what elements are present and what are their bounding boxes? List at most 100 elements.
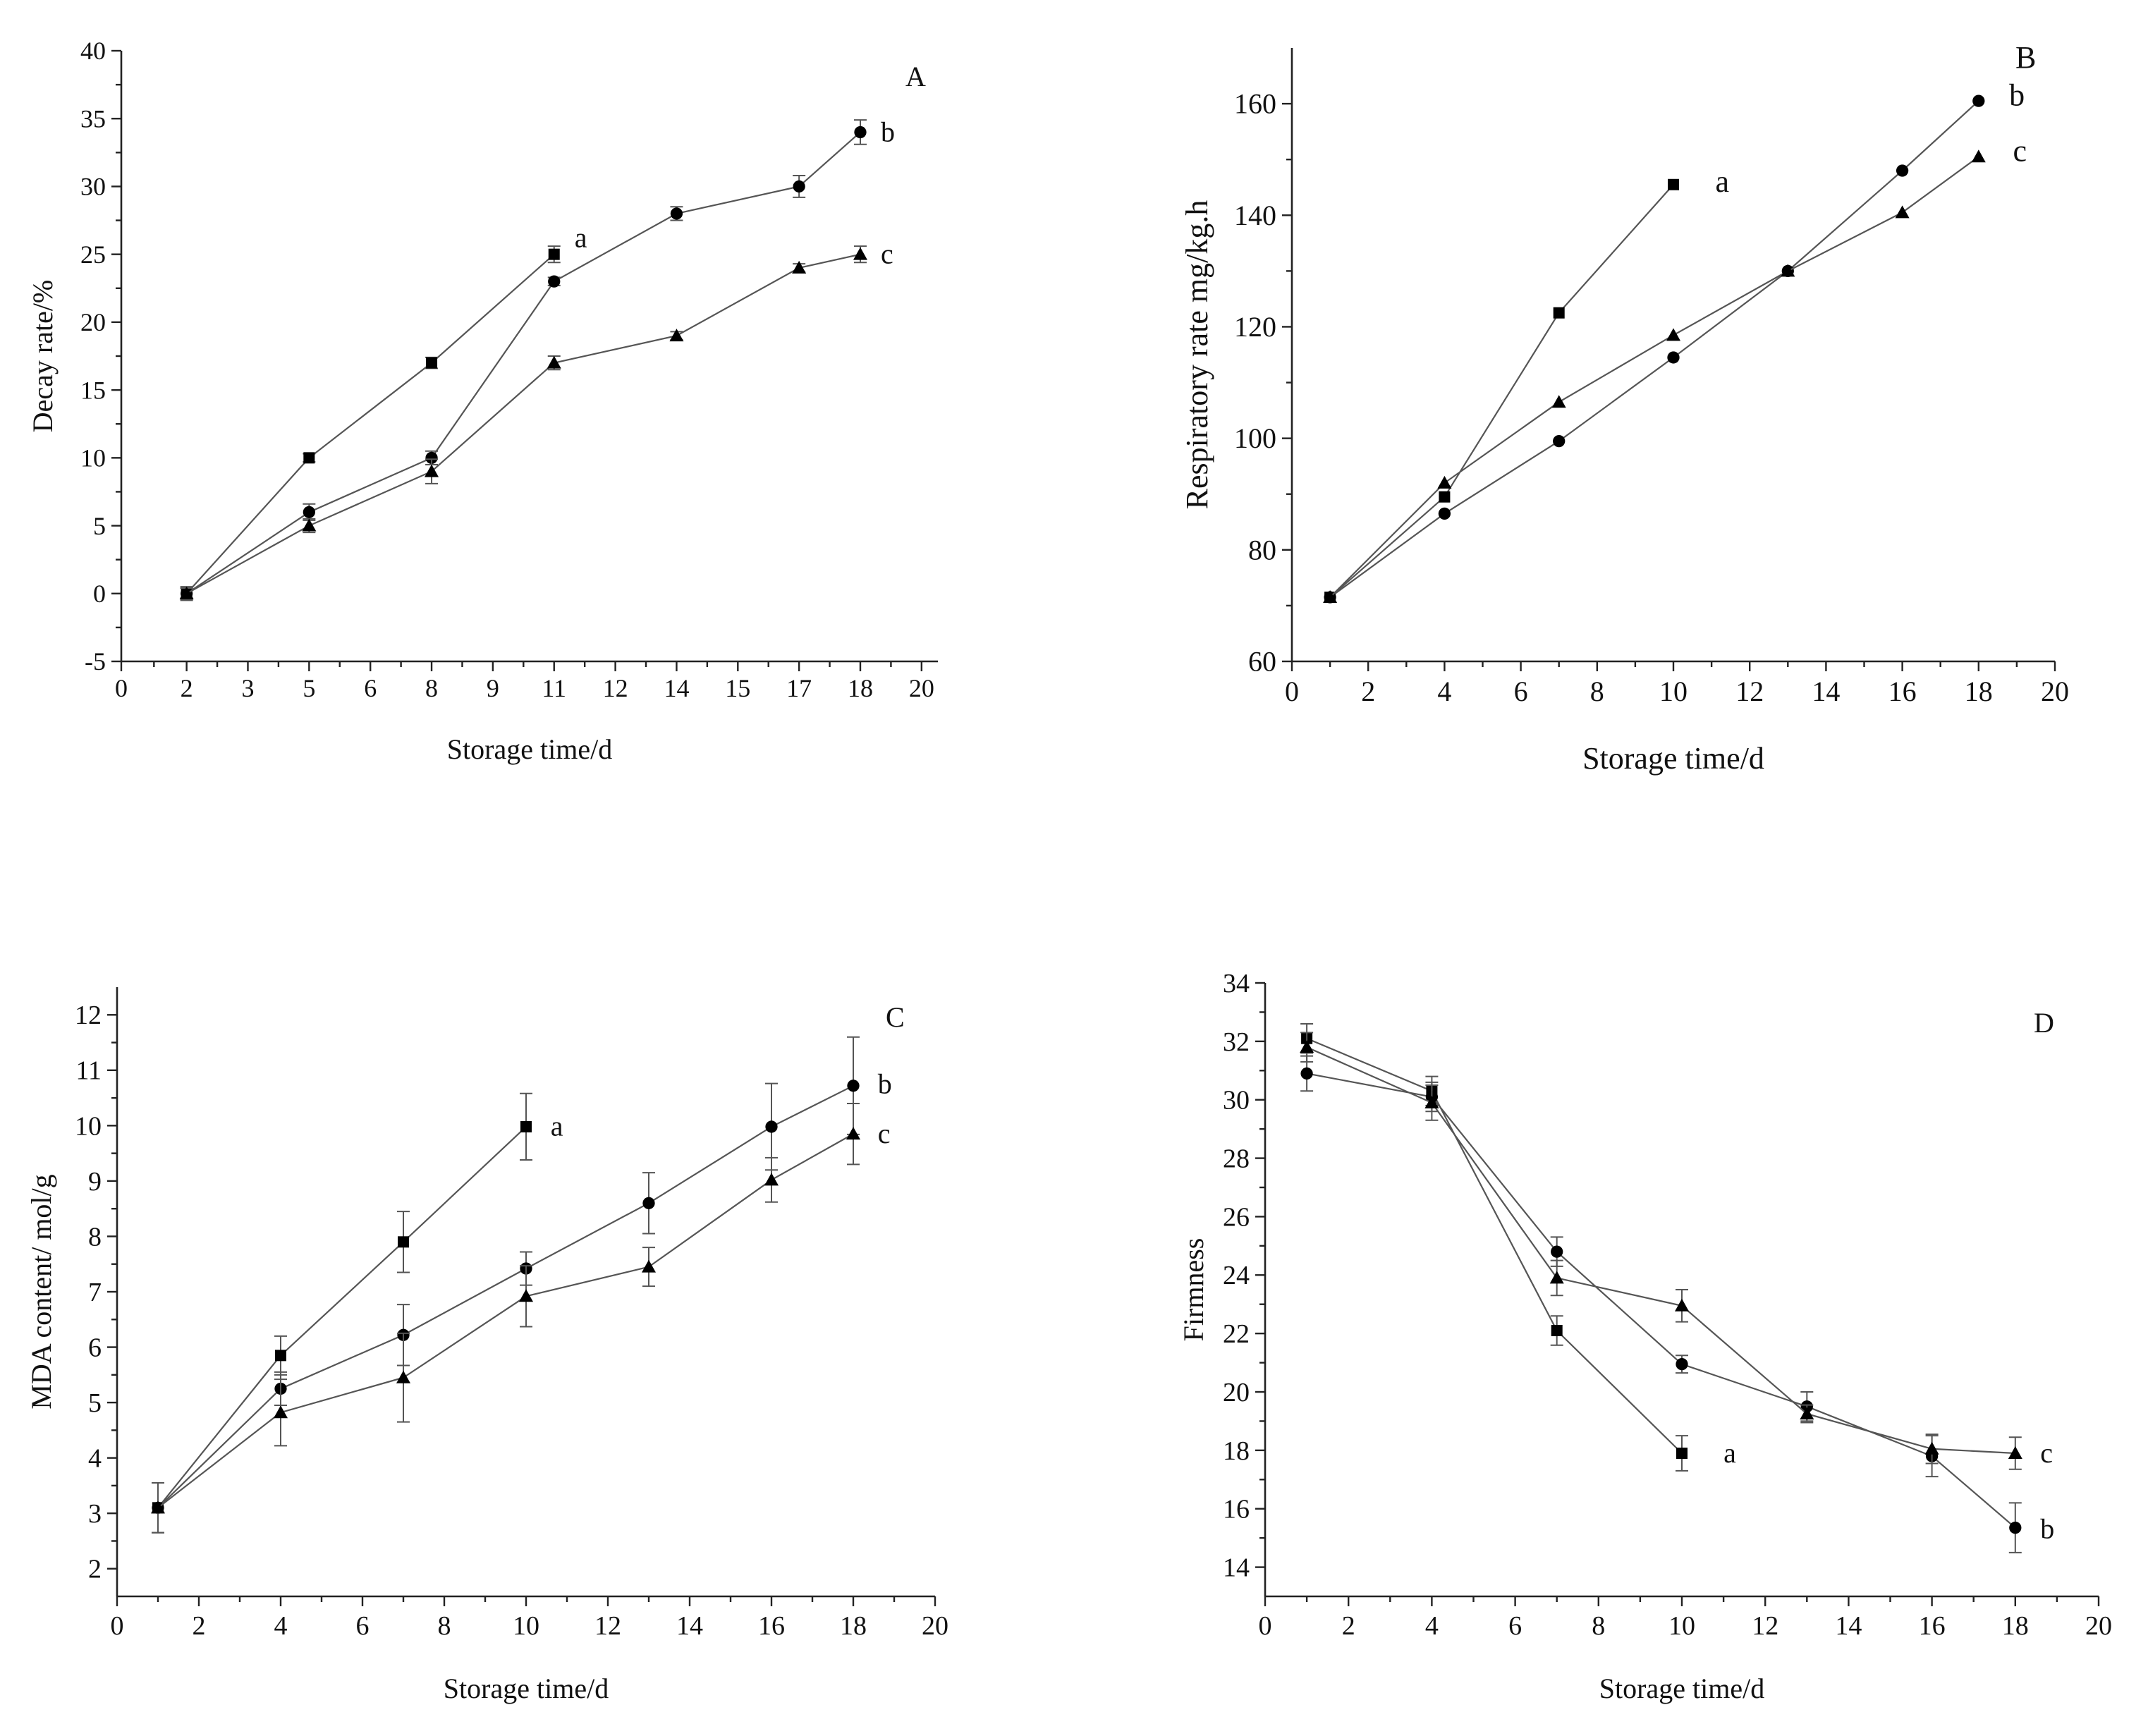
series-label-c: c [2040,1437,2053,1469]
x-tick-label: 8 [438,1611,451,1641]
x-tick-label: 18 [1965,676,1993,707]
series-line-c [1329,156,1979,598]
data-point-triangle [151,1500,165,1514]
data-point-triangle [1666,328,1680,341]
series-c [179,245,867,600]
data-point-square [520,1120,532,1132]
y-tick-label: 11 [75,1056,102,1086]
x-tick-label: 20 [2085,1611,2112,1641]
data-point-triangle [853,247,867,260]
x-tick-label: 6 [356,1611,370,1641]
y-tick-label: 120 [1234,311,1276,343]
series-c [1323,149,1986,604]
y-tick-label: 8 [88,1222,102,1252]
y-tick-label: 10 [80,444,106,472]
data-point-square [275,1350,286,1362]
x-tick-label: 8 [1592,1611,1605,1641]
series-label-a: a [1723,1437,1736,1469]
data-point-circle [548,275,561,288]
data-point-circle [1972,94,1985,107]
data-point-triangle [764,1173,779,1186]
x-tick-label: 17 [786,674,812,702]
x-tick-label: 16 [1919,1611,1946,1641]
x-tick-label: 2 [1361,676,1375,707]
y-tick-label: 20 [1223,1378,1250,1407]
series-line-a [157,1126,527,1509]
x-tick-label: 2 [1342,1611,1355,1641]
x-axis-title: Storage time/d [1582,741,1764,776]
data-point-triangle [669,329,684,342]
x-tick-label: 0 [115,674,128,702]
data-point-circle [847,1080,860,1092]
y-tick-label: 140 [1234,200,1276,231]
series-label-b: b [2009,78,2025,112]
x-tick-label: 14 [1835,1611,1862,1641]
data-point-circle [854,126,867,139]
y-tick-label: 25 [80,240,106,269]
x-tick-label: 0 [1285,676,1299,707]
x-tick-label: 5 [303,674,315,702]
y-tick-label: 6 [88,1333,102,1362]
x-tick-label: 18 [2002,1611,2029,1641]
y-tick-label: 5 [88,1388,102,1418]
series-c [1300,1032,2022,1470]
data-point-circle [1551,1245,1563,1258]
x-tick-label: 11 [542,674,566,702]
data-point-square [548,248,560,260]
data-point-triangle [1924,1441,1939,1455]
x-tick-label: 0 [111,1611,124,1641]
x-tick-label: 12 [603,674,628,702]
y-tick-label: 26 [1223,1202,1250,1232]
data-point-triangle [1300,1040,1314,1053]
x-tick-label: 18 [840,1611,867,1641]
y-tick-label: 40 [80,37,106,65]
series-line-a [1306,1037,1683,1454]
data-point-circle [670,207,683,220]
data-point-circle [1667,351,1680,364]
panel-label: B [2015,40,2036,75]
data-point-triangle [519,1289,533,1302]
chart-panel-a: 0 2 3 5 6 8 9 11 12 14 15 17 18 20-50510152025303540S… [27,37,938,765]
data-point-triangle [846,1127,860,1140]
data-point-circle [1438,507,1451,520]
x-tick-label: 2 [181,674,193,702]
x-tick-label: 10 [513,1611,539,1641]
data-point-triangle [547,355,561,369]
data-point-circle [1300,1067,1313,1080]
series-label-a: a [1716,164,1730,199]
data-point-square [1551,1325,1563,1336]
y-tick-label: 9 [88,1167,102,1197]
data-point-triangle [1549,1271,1564,1284]
x-tick-label: 3 [241,674,254,702]
y-tick-label: 32 [1223,1027,1250,1057]
y-tick-label: 14 [1223,1553,1250,1582]
data-point-triangle [1551,395,1566,408]
y-tick-label: 28 [1223,1144,1250,1173]
series-label-b: b [881,116,895,147]
series-label-b: b [878,1068,892,1099]
y-tick-label: 60 [1248,646,1276,678]
data-point-square [426,357,438,369]
x-tick-label: 10 [1668,1611,1695,1641]
y-tick-label: 5 [93,512,106,540]
data-point-triangle [179,586,194,599]
y-tick-label: 160 [1234,88,1276,120]
data-point-circle [1676,1358,1688,1371]
series-label-c: c [881,238,893,269]
x-tick-label: 10 [1659,676,1688,707]
series-line-a [1329,184,1674,598]
series-line-c [186,253,861,594]
x-axis-title: Storage time/d [447,733,612,765]
data-point-triangle [1323,590,1338,604]
x-tick-label: 14 [676,1611,703,1641]
series-line-b [186,131,861,594]
data-point-circle [1896,164,1909,177]
series-label-a: a [575,221,587,253]
series-b [152,1036,860,1534]
x-tick-label: 15 [725,674,750,702]
x-axis-title: Storage time/d [1599,1673,1764,1704]
data-point-triangle [1781,264,1795,277]
series-line-b [1329,100,1979,598]
y-axis-title: Decay rate/% [27,280,59,433]
